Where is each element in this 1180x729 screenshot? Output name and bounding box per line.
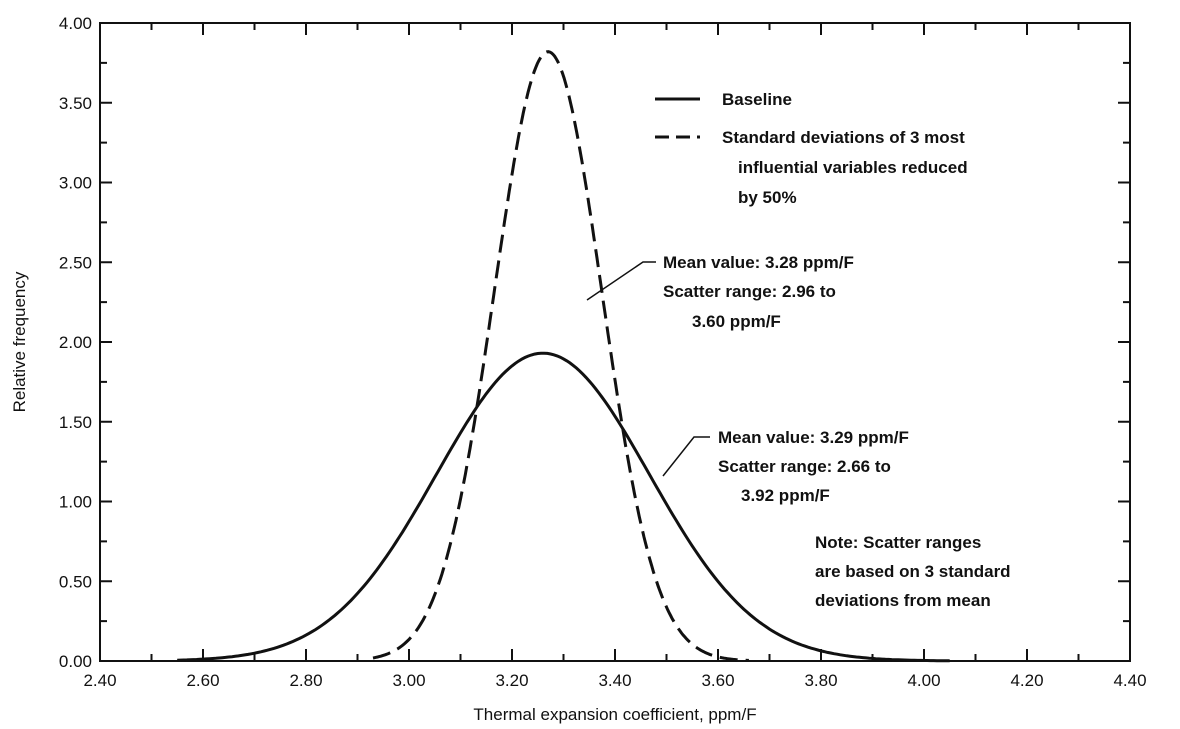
annotation-baseline-line-3: 3.92 ppm/F: [741, 486, 830, 505]
series-reduced-line: [372, 50, 749, 662]
x-tick-label: 4.20: [1010, 671, 1043, 690]
legend-entry-reduced-line-3: by 50%: [738, 188, 797, 207]
x-axis-label: Thermal expansion coefficient, ppm/F: [473, 705, 756, 724]
plot-frame: [99, 22, 1131, 662]
x-tick-label: 4.40: [1113, 671, 1146, 690]
annotation-baseline-line-1: Mean value: 3.29 ppm/F: [718, 428, 909, 447]
x-tick-label: 2.60: [186, 671, 219, 690]
y-axis-label: Relative frequency: [10, 271, 29, 412]
x-tick-label: 4.00: [907, 671, 940, 690]
x-tick-label: 3.40: [598, 671, 631, 690]
y-tick-label: 3.00: [59, 174, 92, 193]
annotation-reduced-line-1: Mean value: 3.28 ppm/F: [663, 253, 854, 272]
y-tick-label: 2.00: [59, 333, 92, 352]
note-line-1: Note: Scatter ranges: [815, 533, 981, 552]
y-tick-label: 0.00: [59, 652, 92, 671]
x-tick-labels: 2.40 2.60 2.80 3.00 3.20 3.40 3.60 3.80 4.00 4.20…: [83, 671, 1146, 690]
annotation-note: Note: Scatter ranges are based on 3 stan…: [815, 533, 1011, 610]
annotation-reduced-leader: [586, 261, 656, 301]
x-tick-label: 3.80: [804, 671, 837, 690]
annotation-baseline-leader: [662, 436, 710, 477]
x-tick-label: 2.40: [83, 671, 116, 690]
series-baseline-line: [177, 351, 950, 663]
legend-entry-baseline: Baseline: [722, 90, 792, 109]
x-tick-label: 2.80: [289, 671, 322, 690]
y-tick-labels: 0.00 0.50 1.00 1.50 2.00 2.50 3.00 3.50 4.00: [59, 14, 92, 671]
note-line-2: are based on 3 standard: [815, 562, 1011, 581]
legend-entry-reduced-line-1: Standard deviations of 3 most: [722, 128, 965, 147]
series-lines: [177, 50, 950, 663]
x-tick-label: 3.60: [701, 671, 734, 690]
annotation-reduced-line-3: 3.60 ppm/F: [692, 312, 781, 331]
annotation-reduced-line-2: Scatter range: 2.96 to: [663, 282, 836, 301]
y-tick-label: 4.00: [59, 14, 92, 33]
y-tick-label: 1.50: [59, 413, 92, 432]
legend-entry-reduced-line-2: influential variables reduced: [738, 158, 968, 177]
y-tick-label: 0.50: [59, 572, 92, 591]
y-tick-label: 2.50: [59, 253, 92, 272]
y-tick-label: 1.00: [59, 493, 92, 512]
y-tick-label: 3.50: [59, 94, 92, 113]
x-tick-label: 3.20: [495, 671, 528, 690]
annotation-baseline: Mean value: 3.29 ppm/F Scatter range: 2.…: [662, 428, 909, 505]
annotation-reduced: Mean value: 3.28 ppm/F Scatter range: 2.…: [586, 253, 854, 331]
note-line-3: deviations from mean: [815, 591, 991, 610]
x-tick-label: 3.00: [392, 671, 425, 690]
legend: Baseline Standard deviations of 3 most i…: [655, 90, 968, 207]
annotation-baseline-line-2: Scatter range: 2.66 to: [718, 457, 891, 476]
